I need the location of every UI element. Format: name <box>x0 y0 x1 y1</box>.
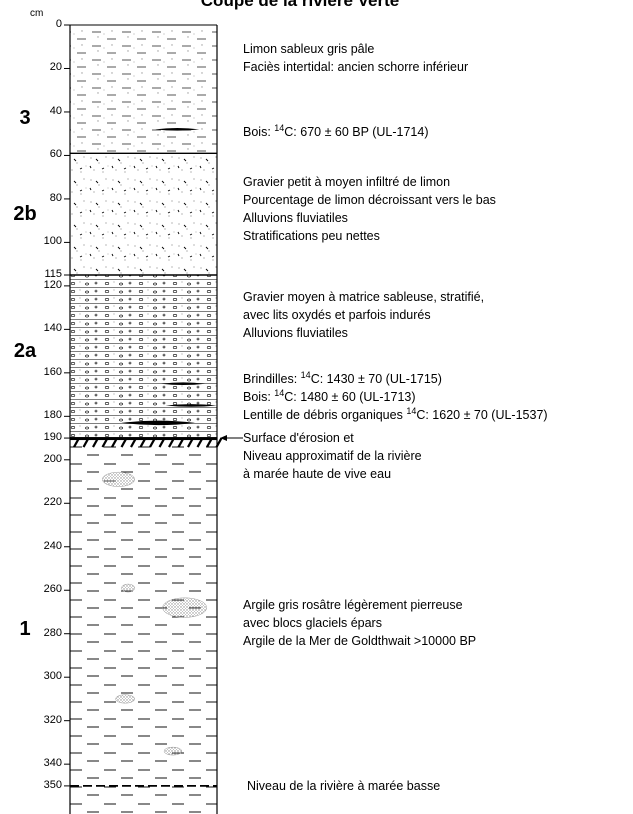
glacial-block-2 <box>162 597 207 618</box>
description-line: Niveau approximatif de la rivière <box>243 449 422 464</box>
layer-2b <box>70 153 217 276</box>
erosion-hatch <box>158 437 166 448</box>
erosion-hatch <box>196 437 204 448</box>
unit-label-2b: 2b <box>13 203 37 226</box>
sample-label: Brindilles: <box>243 372 301 387</box>
tick-label-140: 140 <box>43 322 62 335</box>
sample-UL-1714 <box>155 128 200 131</box>
tick-label-340: 340 <box>43 757 62 770</box>
description-d3: Limon sableux gris pâle Faciès intertidal… <box>243 40 468 76</box>
tick-label-320: 320 <box>43 713 62 726</box>
tick-label-190: 190 <box>43 431 62 444</box>
description-line: Faciès intertidal: ancien schorre inféri… <box>243 59 469 74</box>
erosion-hatch <box>130 437 137 448</box>
unit-label-2a: 2a <box>13 340 37 363</box>
erosion-hatch <box>111 437 118 448</box>
description-d-low: Niveau de la rivière à marée basse <box>247 777 440 795</box>
isotope-mass-number: 14 <box>300 370 311 381</box>
description-d2b: Gravier petit à moyen infiltré de limon P… <box>243 173 496 245</box>
isotope-mass-number: 14 <box>274 122 285 133</box>
description-line: Pourcentage de limon décroissant vers le… <box>243 192 496 207</box>
layer-3 <box>70 25 217 154</box>
tick-label-120: 120 <box>43 278 62 291</box>
tick-label-200: 200 <box>43 452 62 465</box>
sample-label: Bois: <box>243 124 275 139</box>
description-line: avec blocs glaciels épars <box>243 616 382 631</box>
radiocarbon-date: C: 1480 ± 60 (UL-1713) <box>284 390 416 405</box>
isotope-mass-number: 14 <box>406 406 417 417</box>
diagram-title: Coupe de la rivière Verte <box>200 0 400 10</box>
erosion-hatch <box>149 437 156 448</box>
sample-UL-1537 <box>121 420 195 426</box>
description-line: Stratifications peu nettes <box>243 228 380 243</box>
erosion-hatch <box>168 437 175 448</box>
unit-label-3: 3 <box>19 107 31 130</box>
sample-UL-1715 <box>161 382 206 386</box>
erosion-hatch <box>82 437 90 448</box>
isotope-mass-number: 14 <box>274 388 285 399</box>
sample-UL-1713 <box>165 404 217 407</box>
layer-1 <box>70 438 217 814</box>
tick-label-350: 350 <box>43 778 62 791</box>
layer-2a <box>70 275 217 439</box>
erosion-hatch <box>139 437 147 448</box>
description-line: Argile de la Mer de Goldthwait >10000 BP <box>243 634 477 649</box>
unit-label-1: 1 <box>19 618 31 641</box>
tick-label-100: 100 <box>43 235 62 248</box>
tick-label-260: 260 <box>43 583 62 596</box>
tick-label-240: 240 <box>43 539 62 552</box>
tick-label-180: 180 <box>43 409 62 422</box>
tick-label-0: 0 <box>55 18 62 30</box>
description-line: Bois: 14C: 1480 ± 60 (UL-1713) <box>243 388 548 406</box>
description-line: Niveau de la rivière à marée basse <box>247 778 441 793</box>
tick-label-115: 115 <box>44 268 62 280</box>
description-line: Surface d'érosion et <box>243 431 354 446</box>
description-d2a-dates: Brindilles: 14C: 1430 ± 70 (UL-1715) Bois… <box>243 370 548 424</box>
description-d-erosion: Surface d'érosion et Niveau approximatif … <box>243 429 422 483</box>
sample-label: Lentille de débris organiques <box>243 408 407 423</box>
erosion-surface-bar <box>70 437 217 441</box>
description-d3-date: Bois: 14C: 670 ± 60 BP (UL-1714) <box>243 123 429 141</box>
glacial-block-1 <box>121 583 135 593</box>
description-line: Argile gris rosâtre légèrement pierreuse <box>243 598 463 613</box>
description-line: Gravier moyen à matrice sableuse, strati… <box>243 289 485 304</box>
description-line: Alluvions fluviatiles <box>243 210 348 225</box>
sample-label: Bois: <box>243 390 275 405</box>
radiocarbon-date: C: 670 ± 60 BP (UL-1714) <box>284 124 429 139</box>
radiocarbon-date: C: 1620 ± 70 (UL-1537) <box>416 408 548 423</box>
description-line: avec lits oxydés et parfois indurés <box>243 307 431 322</box>
description-line: Gravier petit à moyen infiltré de limon <box>243 174 451 189</box>
description-line: Bois: 14C: 670 ± 60 BP (UL-1714) <box>243 123 429 141</box>
erosion-hatch <box>101 437 109 448</box>
description-line: Brindilles: 14C: 1430 ± 70 (UL-1715) <box>243 370 548 388</box>
erosion-hatch <box>177 437 185 448</box>
erosion-hatch <box>206 437 213 448</box>
radiocarbon-date: C: 1430 ± 70 (UL-1715) <box>310 372 442 387</box>
tick-label-40: 40 <box>49 104 62 117</box>
tick-label-80: 80 <box>49 191 62 204</box>
axis-unit-label: cm <box>30 8 44 19</box>
tick-label-220: 220 <box>43 496 62 509</box>
erosion-hatch <box>187 437 194 448</box>
description-line: à marée haute de vive eau <box>243 467 392 482</box>
glacial-block-4 <box>163 746 182 756</box>
erosion-hatch <box>92 437 99 448</box>
description-d1: Argile gris rosâtre légèrement pierreuse… <box>243 596 476 650</box>
tick-label-160: 160 <box>43 365 62 378</box>
glacial-block-0 <box>102 471 135 487</box>
tick-label-280: 280 <box>43 626 62 639</box>
erosion-hatch <box>120 437 128 448</box>
description-line: Alluvions fluviatiles <box>243 325 348 340</box>
erosion-arrow-icon <box>220 435 227 442</box>
tick-label-60: 60 <box>49 148 62 161</box>
erosion-hatch <box>215 437 223 448</box>
description-line: Lentille de débris organiques 14C: 1620 … <box>243 406 548 424</box>
description-d2a: Gravier moyen à matrice sableuse, strati… <box>243 288 484 342</box>
tick-label-300: 300 <box>43 670 62 683</box>
description-line: Limon sableux gris pâle <box>243 41 375 56</box>
erosion-hatch <box>73 437 80 448</box>
glacial-block-3 <box>115 694 135 704</box>
tick-label-20: 20 <box>49 61 62 74</box>
